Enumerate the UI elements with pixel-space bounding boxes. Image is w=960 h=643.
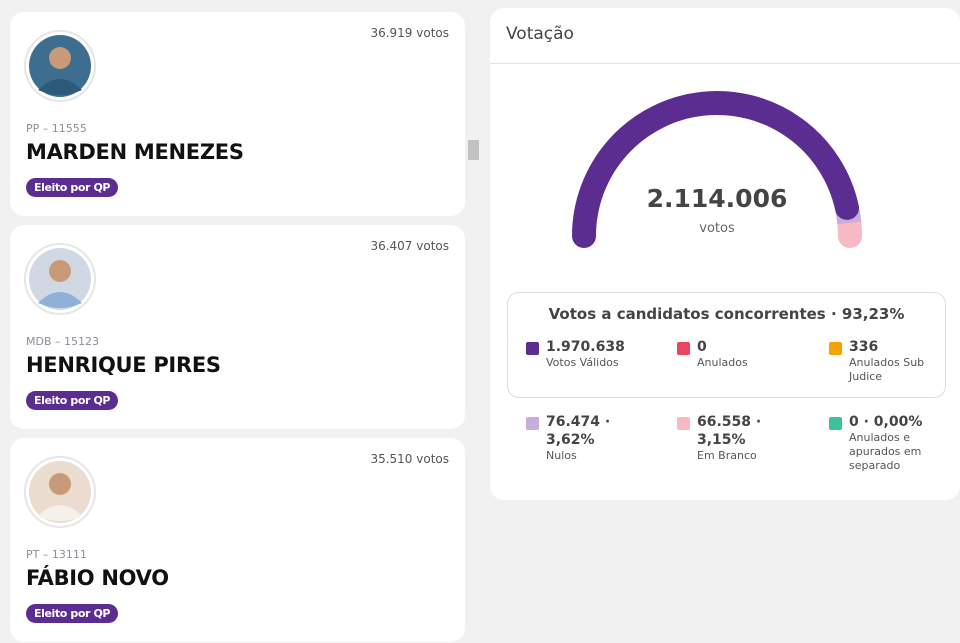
item-value: 76.474 · 3,62% [546, 414, 611, 448]
total-unit: votos [699, 221, 735, 236]
vote-item: 1.970.638 Votos Válidos [526, 338, 656, 370]
item-label: Anulados Sub Judice [849, 356, 925, 383]
avatar [24, 243, 96, 315]
item-value: 1.970.638 [546, 339, 625, 355]
vote-item: 66.558 · 3,15% Em Branco [677, 413, 807, 463]
scrollbar[interactable] [467, 0, 480, 643]
legend-swatch [526, 342, 539, 355]
candidate-votes: 35.510 votos [370, 452, 449, 466]
candidate-name: HENRIQUE PIRES [26, 353, 221, 377]
candidate-votes: 36.407 votos [370, 239, 449, 253]
candidate-party: MDB – 15123 [26, 335, 99, 348]
avatar [24, 456, 96, 528]
candidate-votes: 36.919 votos [370, 26, 449, 40]
vote-item: 0 · 0,00% Anulados e apurados em separado [829, 413, 959, 473]
candidate-name: FÁBIO NOVO [26, 566, 169, 590]
legend-swatch [829, 342, 842, 355]
legend-swatch [677, 417, 690, 430]
item-value: 0 · 0,00% [849, 414, 923, 430]
panel-title: Votação [506, 24, 574, 44]
elected-badge: Eleito por QP [26, 178, 119, 197]
vote-item: 336 Anulados Sub Judice [829, 338, 959, 384]
box-title: Votos a candidatos concorrentes · 93,23% [548, 305, 905, 323]
legend-swatch [829, 417, 842, 430]
candidate-card[interactable]: 36.407 votos MDB – 15123 HENRIQUE PIRES Ele… [10, 225, 465, 429]
valid-box: Votos a candidatos concorrentes · 93,23% [507, 292, 946, 398]
item-value: 336 [849, 339, 879, 355]
item-label: Votos Válidos [546, 356, 619, 369]
gauge-segment [837, 210, 862, 248]
elected-badge: Eleito por QP [26, 391, 119, 410]
item-label: Nulos [546, 449, 577, 462]
vote-item: 0 Anulados [677, 338, 807, 370]
vote-panel: Votação 2.114.006 votos Votos a candidat… [490, 8, 960, 500]
item-value: 0 [697, 339, 707, 355]
candidate-card[interactable]: 36.919 votos PP – 11555 MARDEN MENEZES Elei… [10, 12, 465, 216]
legend-swatch [677, 342, 690, 355]
candidate-name: MARDEN MENEZES [26, 140, 244, 164]
gauge-segment [572, 91, 859, 248]
candidate-party: PT – 13111 [26, 548, 87, 561]
total-votes: 2.114.006 [647, 184, 788, 213]
legend-swatch [526, 417, 539, 430]
vote-item: 76.474 · 3,62% Nulos [526, 413, 656, 463]
candidate-party: PP – 11555 [26, 122, 87, 135]
item-value: 66.558 · 3,15% [697, 414, 762, 448]
candidate-card[interactable]: 35.510 votos PT – 13111 FÁBIO NOVO Eleito p… [10, 438, 465, 642]
item-label: Em Branco [697, 449, 757, 462]
elected-badge: Eleito por QP [26, 604, 119, 623]
gauge: 2.114.006 votos [572, 91, 862, 248]
item-label: Anulados e apurados em separado [849, 431, 922, 472]
avatar [24, 30, 96, 102]
item-label: Anulados [697, 356, 748, 369]
